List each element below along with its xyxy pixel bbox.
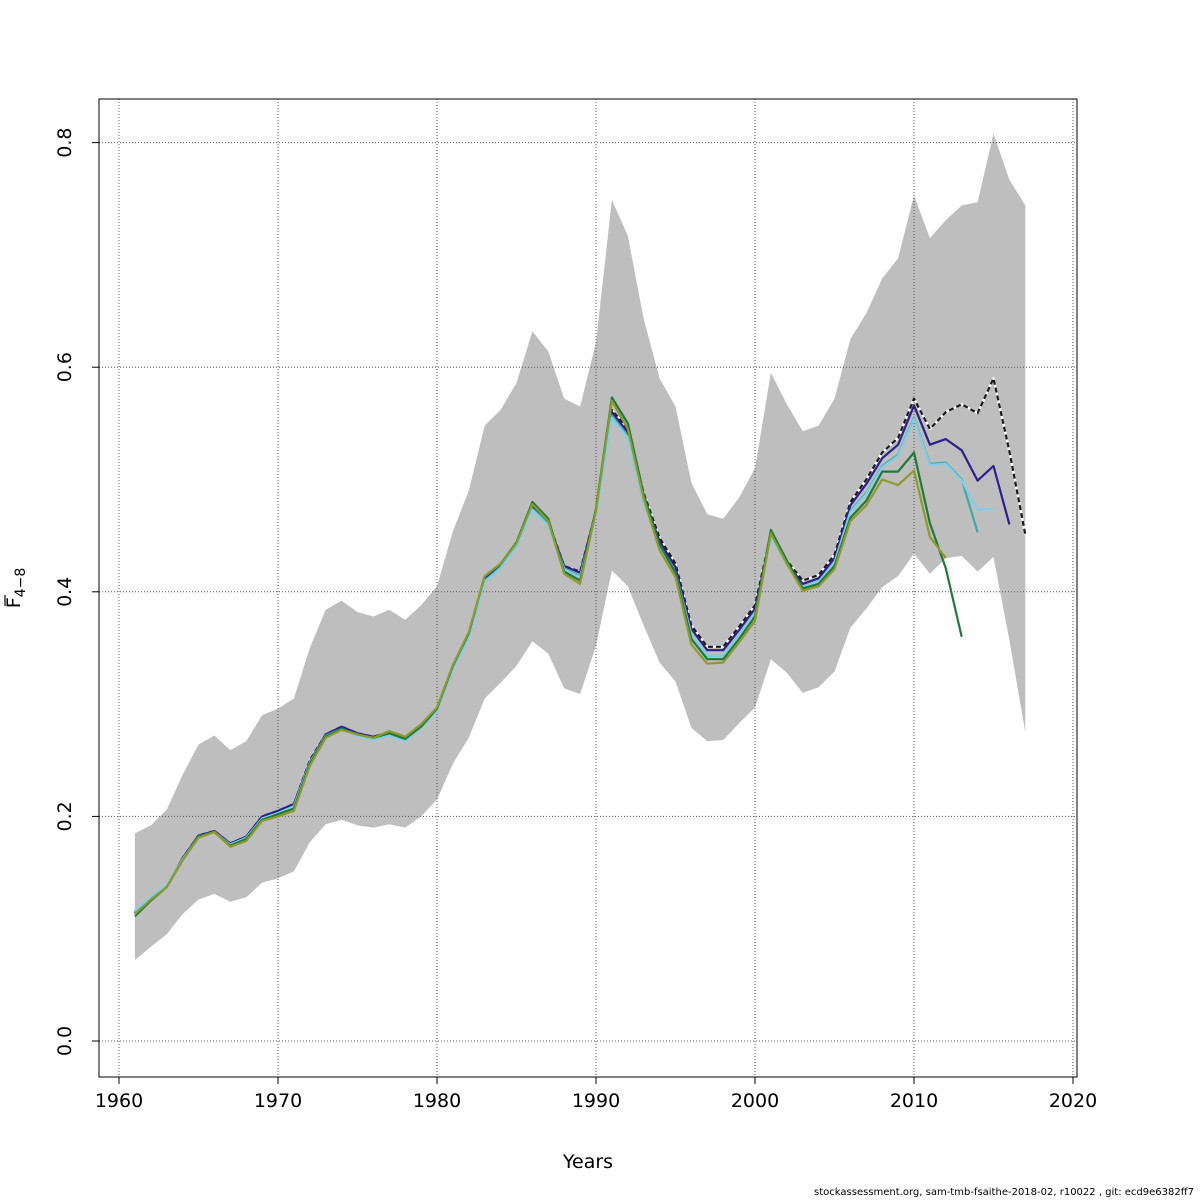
x-tick-label: 2000: [731, 1090, 779, 1112]
plot-area: [98, 98, 1078, 1078]
x-axis-title: Years: [562, 1151, 613, 1173]
x-tick-label: 2020: [1049, 1090, 1097, 1112]
svg-text:F4−8: F4−8: [3, 568, 29, 608]
y-tick-label: 0.2: [54, 801, 76, 831]
y-tick-label: 0.8: [54, 127, 76, 157]
confidence-band: [134, 133, 1026, 961]
x-tick-label: 1990: [572, 1090, 620, 1112]
y-axis-title: F4−8: [3, 568, 29, 608]
y-axis-title-main: F: [3, 597, 25, 608]
x-axis: 1960 1970 1980 1990 2000 2010 2020: [95, 1076, 1097, 1112]
y-axis: 0.0 0.2 0.4 0.6 0.8: [54, 127, 100, 1056]
series-line-6: [134, 399, 947, 915]
y-tick-label: 0.0: [54, 1026, 76, 1056]
x-tick-label: 1970: [254, 1090, 302, 1112]
series-layer: [134, 377, 1027, 918]
confidence-band-layer: [134, 133, 1026, 961]
x-tick-label: 1980: [413, 1090, 461, 1112]
y-tick-label: 0.6: [54, 352, 76, 382]
footer-credit: stockassessment.org, sam-tmb-fsaithe-201…: [814, 1187, 1194, 1198]
series-line-5: [134, 396, 963, 918]
y-axis-title-subscript: 4−8: [13, 568, 29, 598]
y-tick-label: 0.4: [54, 577, 76, 607]
series-line-2: [134, 404, 1011, 914]
x-tick-label: 1960: [95, 1090, 143, 1112]
x-tick-label: 2010: [890, 1090, 938, 1112]
